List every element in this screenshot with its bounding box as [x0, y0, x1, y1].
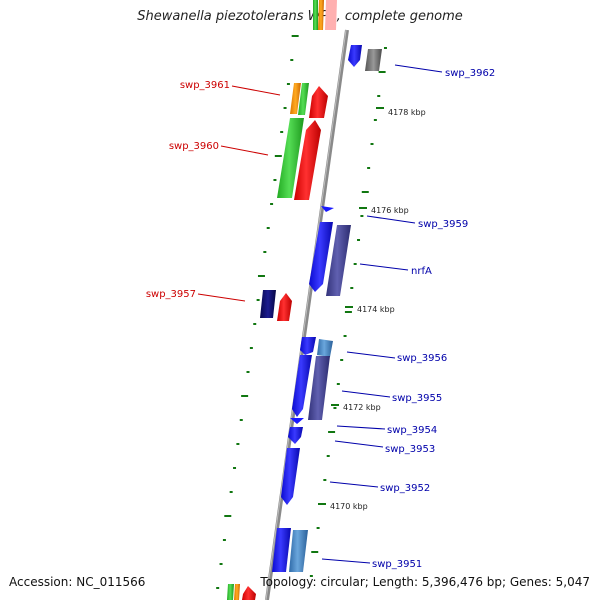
gene-swp-3952-blue[interactable] — [281, 448, 300, 505]
leader-swp-3952 — [329, 481, 379, 488]
gene-swp-3957-navy[interactable] — [260, 290, 276, 318]
leader-nrfa — [359, 263, 409, 271]
gene-bottom-partial-green[interactable] — [227, 584, 234, 600]
leader-swp-3956 — [346, 351, 396, 359]
forward-gene-labels: swp_3962 swp_3959 nrfA swp_3956 swp_3955… — [372, 68, 495, 570]
gene-swp-3961-red[interactable] — [309, 86, 328, 118]
label-swp-3956[interactable]: swp_3956 — [397, 353, 447, 364]
gene-swp-3961-green[interactable] — [298, 83, 309, 115]
gene-swp-3956-blue[interactable] — [300, 337, 316, 355]
gene-swp-3951-steel[interactable] — [289, 530, 308, 572]
leader-swp-3951 — [321, 558, 371, 564]
tick-marks — [216, 35, 387, 589]
kbp-label-4176: 4176 kbp — [371, 206, 409, 215]
leader-swp-3961 — [231, 85, 281, 96]
label-swp-3951[interactable]: swp_3951 — [372, 559, 422, 570]
accession-text: Accession: NC_011566 — [9, 575, 146, 589]
forward-strand-genes — [272, 45, 382, 572]
forward-leader-lines — [321, 64, 443, 564]
gene-swp-3962-gray[interactable] — [365, 49, 382, 71]
gene-swp-3953-blue[interactable] — [288, 427, 303, 444]
reverse-gene-labels: swp_3961 swp_3960 swp_3957 — [146, 80, 230, 300]
gene-swp-3954-small[interactable] — [290, 418, 304, 424]
label-swp-3961[interactable]: swp_3961 — [180, 80, 230, 91]
label-swp-3953[interactable]: swp_3953 — [385, 444, 435, 455]
gene-nrfa-blue[interactable] — [309, 222, 333, 292]
kbp-label-4174: 4174 kbp — [357, 305, 395, 314]
gene-top-partial-red[interactable] — [325, 0, 337, 30]
leader-swp-3962 — [394, 64, 443, 73]
leader-swp-3953 — [334, 440, 384, 448]
leader-swp-3960 — [220, 145, 269, 156]
leader-swp-3957 — [197, 293, 246, 302]
gene-swp-3960-red[interactable] — [294, 120, 321, 200]
gene-top-partial-orange[interactable] — [318, 0, 324, 30]
label-swp-3952[interactable]: swp_3952 — [380, 483, 430, 494]
gene-nrfa-slate[interactable] — [326, 225, 351, 296]
gene-swp-3962-blue[interactable] — [348, 45, 362, 67]
leader-swp-3954 — [336, 425, 386, 430]
gene-swp-3959-small[interactable] — [321, 206, 334, 212]
topology-text: Topology: circular; Length: 5,396,476 bp… — [260, 575, 590, 589]
kbp-label-4170: 4170 kbp — [330, 502, 368, 511]
reverse-strand-genes — [227, 0, 337, 600]
gene-bottom-partial-red[interactable] — [242, 586, 256, 600]
kbp-scale: 4178 kbp 4176 kbp 4174 kbp 4172 kbp 4170… — [318, 107, 426, 511]
reverse-leader-lines — [197, 85, 281, 302]
genome-backbone — [265, 29, 349, 600]
label-swp-3954[interactable]: swp_3954 — [387, 425, 437, 436]
label-nrfa[interactable]: nrfA — [411, 266, 432, 277]
label-swp-3960[interactable]: swp_3960 — [169, 141, 219, 152]
leader-swp-3955 — [341, 390, 391, 398]
gene-swp-3957-red[interactable] — [277, 293, 292, 321]
genome-title: Shewanella piezotolerans WP3, complete g… — [137, 9, 463, 24]
gene-swp-3956-steel[interactable] — [317, 339, 333, 357]
gene-swp-3955-blue[interactable] — [292, 355, 312, 417]
label-swp-3957[interactable]: swp_3957 — [146, 289, 196, 300]
label-swp-3962[interactable]: swp_3962 — [445, 68, 495, 79]
label-swp-3959[interactable]: swp_3959 — [418, 219, 468, 230]
leader-swp-3959 — [366, 215, 416, 224]
gene-swp-3960-green[interactable] — [277, 118, 304, 198]
kbp-label-4172: 4172 kbp — [343, 403, 381, 412]
genome-backbone-highlight — [265, 29, 347, 600]
kbp-label-4178: 4178 kbp — [388, 108, 426, 117]
gene-bottom-partial-orange[interactable] — [234, 584, 240, 600]
gene-top-partial-green[interactable] — [313, 0, 318, 30]
label-swp-3955[interactable]: swp_3955 — [392, 393, 442, 404]
gene-swp-3955-slate[interactable] — [308, 356, 330, 420]
gene-swp-3951-blue[interactable] — [272, 528, 291, 572]
gene-swp-3961-orange[interactable] — [290, 83, 301, 114]
